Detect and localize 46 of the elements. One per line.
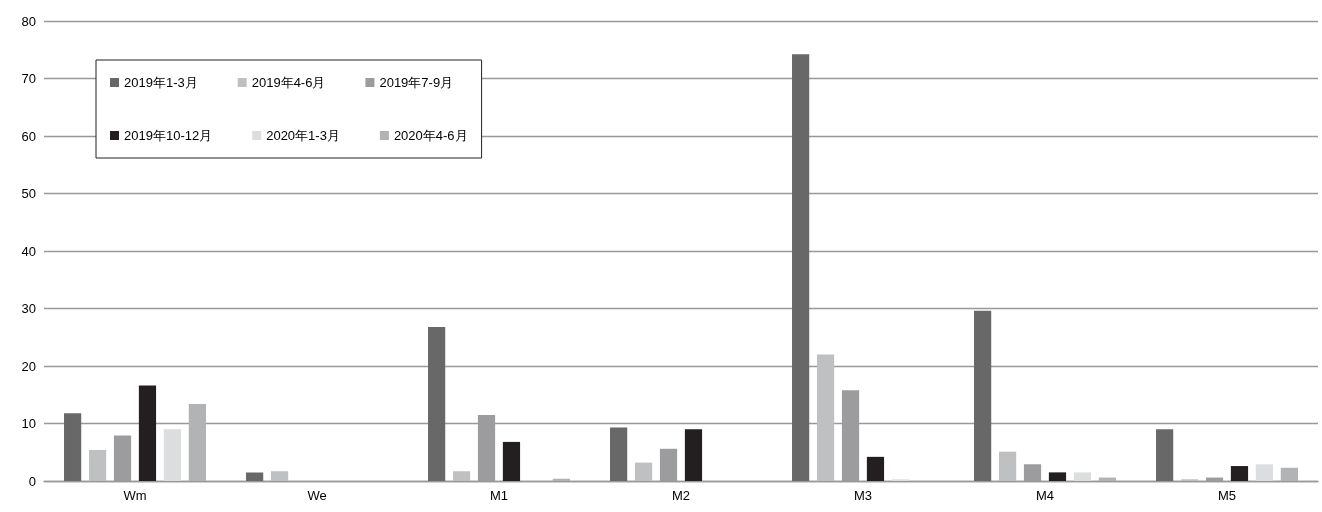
bar	[502, 441, 521, 481]
x-tick-label: Wm	[123, 488, 147, 503]
bar	[1048, 472, 1067, 481]
bar	[88, 449, 107, 481]
legend-label: 2020年1-3月	[266, 128, 340, 143]
x-tick-label: We	[307, 488, 327, 503]
bar	[188, 403, 206, 481]
bar	[1156, 429, 1174, 481]
bar	[792, 54, 810, 481]
bar	[866, 456, 885, 481]
y-tick-label: 40	[21, 243, 36, 259]
bar	[1280, 467, 1298, 481]
x-tick-label: M3	[853, 488, 873, 503]
bar	[610, 427, 628, 481]
y-tick-label: 20	[21, 358, 36, 374]
bar	[452, 471, 471, 481]
x-tick-label: M4	[1035, 488, 1055, 503]
bar	[974, 310, 992, 481]
legend-label: 2019年4-6月	[251, 75, 326, 90]
y-tick-label: 30	[21, 301, 36, 316]
y-tick-label: 10	[21, 416, 36, 431]
bar	[684, 429, 703, 481]
legend-label: 2019年10-12月	[124, 128, 213, 143]
y-tick-label: 0	[28, 473, 36, 489]
bar	[270, 471, 289, 481]
bar	[1230, 466, 1249, 481]
bar	[138, 385, 157, 481]
bar	[634, 462, 653, 481]
bar	[1073, 472, 1092, 481]
x-tick-label: M2	[671, 488, 691, 503]
bar	[428, 326, 446, 481]
bar	[246, 472, 264, 481]
legend-label: 2019年1-3月	[124, 75, 198, 90]
bar	[998, 451, 1017, 481]
bar	[64, 413, 82, 481]
legend-label: 2020年4-6月	[393, 128, 468, 143]
legend-label: 2019年7-9月	[379, 75, 454, 90]
y-tick-label: 50	[21, 186, 36, 201]
y-tick-label: 70	[21, 71, 36, 86]
y-tick-label: 60	[21, 128, 36, 144]
bar	[816, 354, 835, 481]
bar	[163, 429, 182, 481]
bar	[1255, 464, 1274, 481]
y-tick-label: 80	[21, 13, 36, 29]
x-tick-label: M5	[1217, 488, 1237, 503]
x-tick-label: M1	[489, 488, 509, 503]
